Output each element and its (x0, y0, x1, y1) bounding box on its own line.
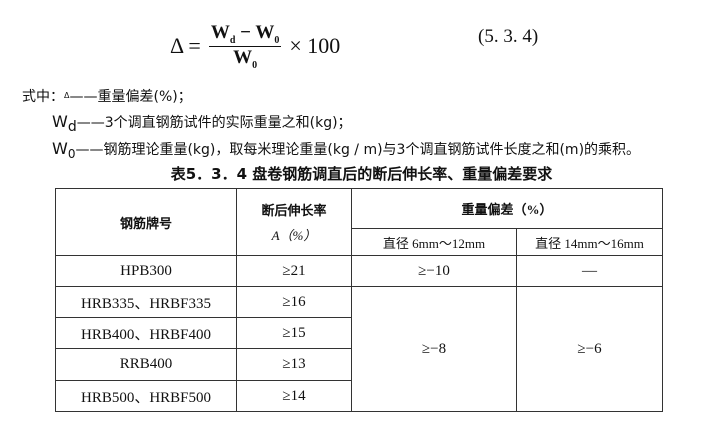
cell-grade: HPB300 (55, 255, 237, 287)
numerator-w: W (210, 22, 230, 43)
cell-elongation: ≥13 (236, 348, 352, 381)
numerator-sub-d: d (229, 34, 236, 46)
cell-elongation: ≥15 (236, 317, 352, 349)
wd-sub: d (67, 118, 77, 135)
cell-grade: HRB500、HRBF500 (55, 380, 237, 412)
cell-merged-dev-large: ≥−6 (516, 286, 663, 412)
numerator-sub-0: 0 (274, 34, 280, 46)
equation-number: (5. 3. 4) (478, 26, 539, 47)
cell-elongation: ≥14 (236, 380, 352, 412)
wd-desc: ——3个调直钢筋试件的实际重量之和(kg)； (76, 115, 352, 131)
cell-grade: HRB335、HRBF335 (55, 286, 237, 318)
denominator: W (233, 46, 253, 68)
cell-dev-large: — (516, 255, 663, 287)
cell-grade: RRB400 (55, 348, 237, 381)
numerator-minus: − W (235, 22, 275, 43)
header-elongation-line1: 断后伸长率 (261, 203, 327, 218)
header-row: 钢筋牌号 断后伸长率 A（%） 重量偏差（%） (55, 188, 663, 256)
header-grade: 钢筋牌号 (55, 188, 237, 256)
w0-sub: 0 (67, 146, 76, 161)
legend-w0: W0——钢筋理论重量(kg)，取每米理论重量(kg / m)与3个调直钢筋试件长… (52, 139, 640, 161)
legend-delta: 式中：Δ——重量偏差(%)； (22, 86, 192, 106)
header-dia-large: 直径 14mm～16mm (516, 228, 663, 256)
table-row: RRB400 ≥13 (55, 348, 663, 381)
table-row: HRB335、HRBF335 ≥16 ≥−8 ≥−6 (55, 286, 663, 412)
table-title: 表5．3．4 盘卷钢筋调直后的断后伸长率、重量偏差要求 (170, 165, 553, 183)
formula-multiplier: × 100 (289, 33, 341, 59)
header-weight-deviation: 重量偏差（%） (351, 188, 663, 229)
table-row: HRB500、HRBF500 ≥14 (55, 380, 663, 412)
legend-wd: Wd——3个调直钢筋试件的实际重量之和(kg)； (52, 112, 352, 135)
w0-desc: ——钢筋理论重量(kg)，取每米理论重量(kg / m)与3个调直钢筋试件长度之… (75, 142, 641, 158)
cell-dev-small: ≥−10 (351, 255, 517, 287)
requirements-table: 钢筋牌号 断后伸长率 A（%） 重量偏差（%） 直径 6mm～12mm 直径 14… (55, 188, 663, 412)
cell-merged-dev-small: ≥−8 (351, 286, 517, 412)
header-dia-small: 直径 6mm～12mm (351, 228, 517, 256)
legend-intro: 式中： (22, 89, 64, 105)
cell-grade: HRB400、HRBF400 (55, 317, 237, 349)
delta-desc: ——重量偏差(%)； (69, 89, 192, 105)
formula-lhs: Δ = (170, 33, 201, 59)
header-elongation-line2: A（%） (271, 228, 317, 243)
subheader-row: 直径 6mm～12mm 直径 14mm～16mm (56, 228, 663, 256)
delta-symbol: Δ (64, 91, 70, 100)
formula: Δ = Wd − W0 W0 × 100 (170, 22, 340, 71)
header-elongation: 断后伸长率 A（%） (236, 188, 352, 256)
table-row: HPB300 ≥21 ≥−10 — (55, 255, 663, 287)
denominator-sub: 0 (252, 59, 258, 71)
w0-symbol: W (52, 139, 68, 158)
wd-symbol: W (52, 112, 68, 131)
formula-fraction: Wd − W0 W0 (208, 22, 282, 71)
cell-elongation: ≥21 (236, 255, 352, 287)
cell-elongation: ≥16 (236, 286, 352, 318)
